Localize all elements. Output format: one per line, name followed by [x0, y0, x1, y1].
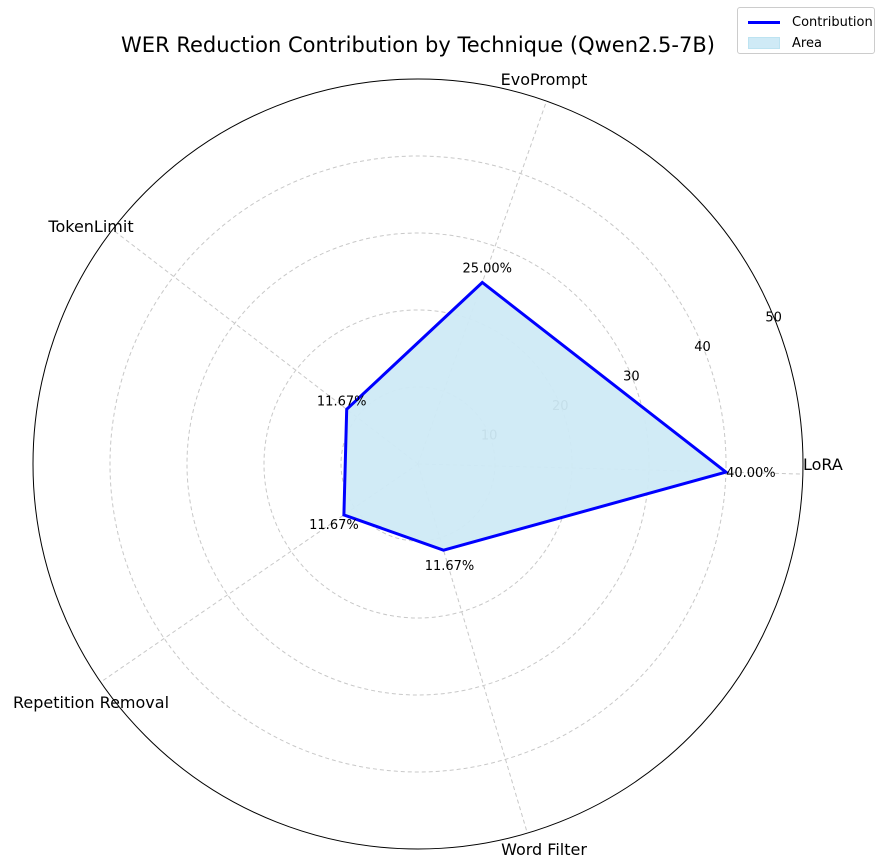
legend-line-swatch — [748, 20, 780, 24]
series-area — [343, 282, 726, 551]
outer-ring — [32, 78, 804, 850]
radial-tick-label: 50 — [765, 311, 782, 326]
category-label: TokenLimit — [47, 217, 133, 236]
radial-tick-label: 40 — [694, 340, 711, 355]
value-label: 11.67% — [309, 518, 359, 533]
label-layer: 40.00% 25.00% 11.67% 11.67% 11.67% LoRA EvoPro… — [13, 70, 843, 859]
legend-label-area: Area — [792, 35, 822, 51]
legend: Contribution Area — [737, 7, 875, 54]
legend-item-contribution: Contribution — [748, 13, 873, 31]
category-label: EvoPrompt — [501, 70, 588, 89]
radial-tick-label: 30 — [623, 370, 640, 385]
data-layer — [342, 280, 730, 552]
category-label: Word Filter — [501, 840, 587, 859]
value-label: 11.67% — [317, 394, 367, 409]
grid-ring-40 — [109, 155, 727, 773]
value-label: 11.67% — [425, 559, 475, 574]
value-label: 25.00% — [462, 262, 512, 277]
value-label: 40.00% — [726, 466, 776, 481]
legend-item-area: Area — [748, 34, 822, 52]
series-line — [342, 280, 730, 552]
legend-area-swatch — [748, 37, 780, 49]
legend-label-contribution: Contribution — [792, 14, 873, 30]
category-label: LoRA — [803, 455, 843, 474]
chart-title: WER Reduction Contribution by Technique … — [121, 33, 715, 57]
category-label: Repetition Removal — [13, 693, 169, 712]
